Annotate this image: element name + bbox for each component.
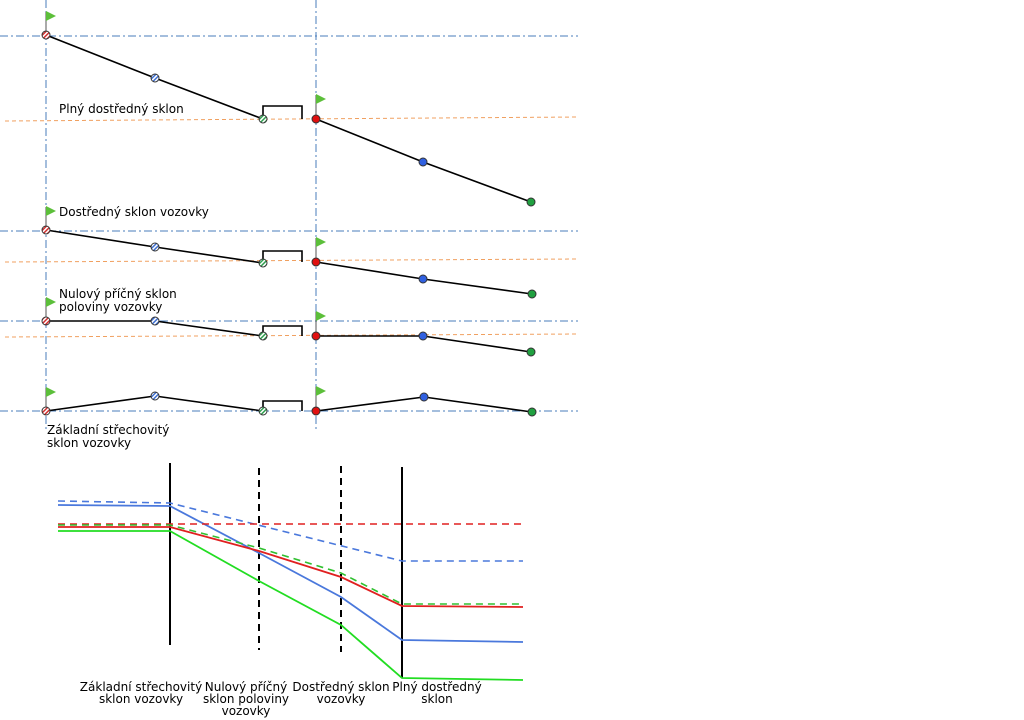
flag (316, 311, 326, 321)
point (418, 157, 428, 167)
phase-label: Dostředný sklon (292, 680, 389, 694)
point (258, 331, 268, 341)
point (150, 316, 160, 326)
point (150, 242, 160, 252)
phase-label: vozovky (317, 692, 366, 706)
point (258, 114, 268, 124)
step (262, 400, 303, 411)
flag (46, 297, 56, 307)
point (311, 406, 321, 416)
section-label: Dostředný sklon vozovky (59, 205, 209, 219)
point (258, 406, 268, 416)
section-label: Základní střechovitý (47, 423, 169, 437)
flag (46, 11, 56, 21)
flag (316, 386, 326, 396)
point (41, 406, 51, 416)
flag (316, 94, 326, 104)
phase-label: Plný dostředný (392, 680, 481, 694)
point (258, 258, 268, 268)
point (526, 347, 536, 357)
point (150, 391, 160, 401)
flag (316, 237, 326, 247)
phase-label: sklon (421, 692, 452, 706)
phase-label: Základní střechovitý (80, 680, 202, 694)
point (527, 289, 537, 299)
step (262, 105, 303, 119)
point (526, 197, 536, 207)
point (150, 73, 160, 83)
step (262, 325, 303, 336)
phase-label: Nulový příčný (205, 680, 287, 694)
point (311, 257, 321, 267)
section-label: poloviny vozovky (59, 300, 162, 314)
point (311, 114, 321, 124)
point (527, 407, 537, 417)
phase-label: sklon vozovky (99, 692, 183, 706)
phase-label: vozovky (222, 704, 271, 718)
flag (46, 387, 56, 397)
top-guides (0, 0, 579, 430)
point (311, 331, 321, 341)
section-label: Plný dostředný sklon (59, 102, 184, 116)
profiles (41, 11, 537, 417)
section-label: sklon vozovky (47, 436, 131, 450)
point (41, 316, 51, 326)
flag (46, 206, 56, 216)
point (418, 274, 428, 284)
point (418, 331, 428, 341)
transition-diagram (57, 463, 524, 681)
step (262, 250, 303, 263)
phase-label: sklon poloviny (203, 692, 289, 706)
section-label: Nulový příčný sklon (59, 287, 177, 301)
point (41, 30, 51, 40)
point (41, 225, 51, 235)
point (419, 392, 429, 402)
